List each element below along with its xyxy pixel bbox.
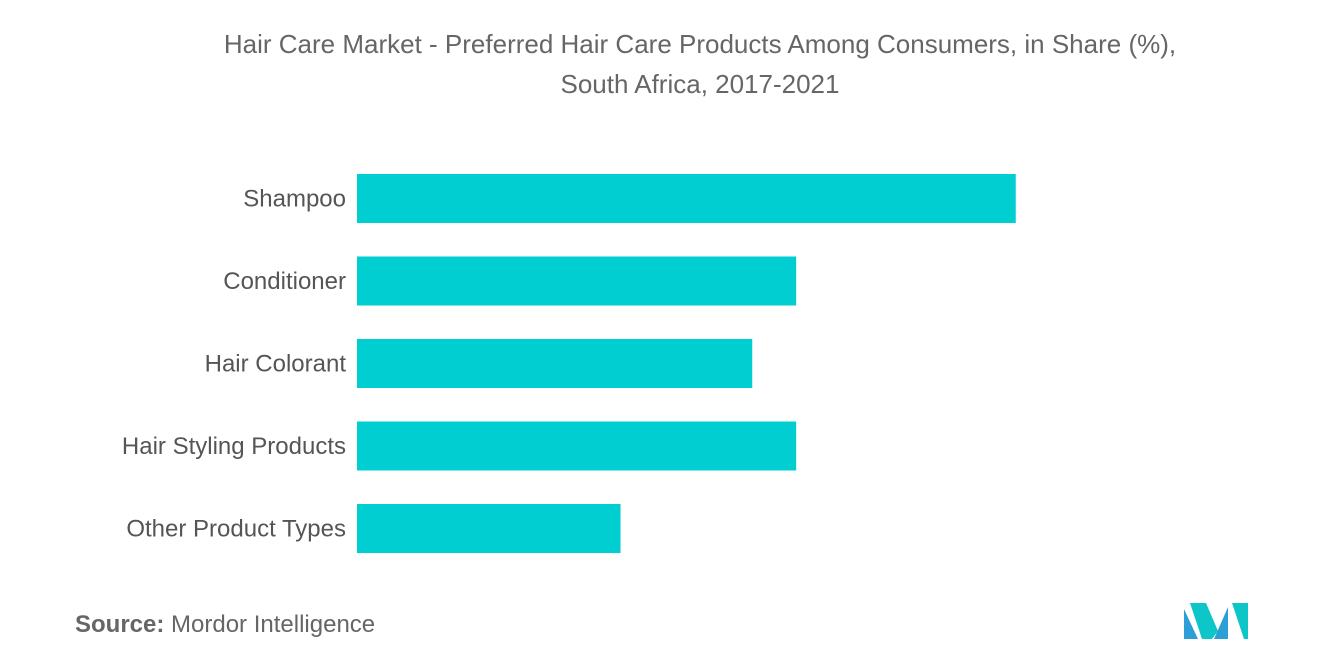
bar-conditioner	[357, 256, 797, 306]
source-text: Mordor Intelligence	[171, 611, 376, 638]
bar-shampoo	[357, 174, 1016, 223]
category-label-hair-colorant: Hair Colorant	[205, 351, 347, 378]
category-label-hair-styling-products: Hair Styling Products	[122, 433, 346, 460]
bar-hair-colorant	[357, 339, 753, 388]
bar-chart: Shampoo Conditioner Hair Colorant Hair Styl…	[122, 174, 1016, 553]
category-label-shampoo: Shampoo	[243, 186, 346, 213]
chart-title-line-1: Hair Care Market - Preferred Hair Care P…	[223, 29, 1177, 59]
source-label: Source:	[75, 611, 165, 638]
source-note: Source: Mordor Intelligence	[75, 611, 375, 639]
chart-subtitle: South Africa, 2017-2021	[560, 69, 840, 99]
category-label-conditioner: Conditioner	[223, 268, 346, 295]
category-label-other-product-types: Other Product Types	[126, 516, 346, 543]
bar-hair-styling-products	[357, 421, 797, 471]
bar-other-product-types	[357, 504, 621, 553]
chart-title: Hair Care Market - Preferred Hair Care P…	[60, 24, 1320, 104]
mordor-intelligence-logo-icon	[1184, 603, 1248, 639]
